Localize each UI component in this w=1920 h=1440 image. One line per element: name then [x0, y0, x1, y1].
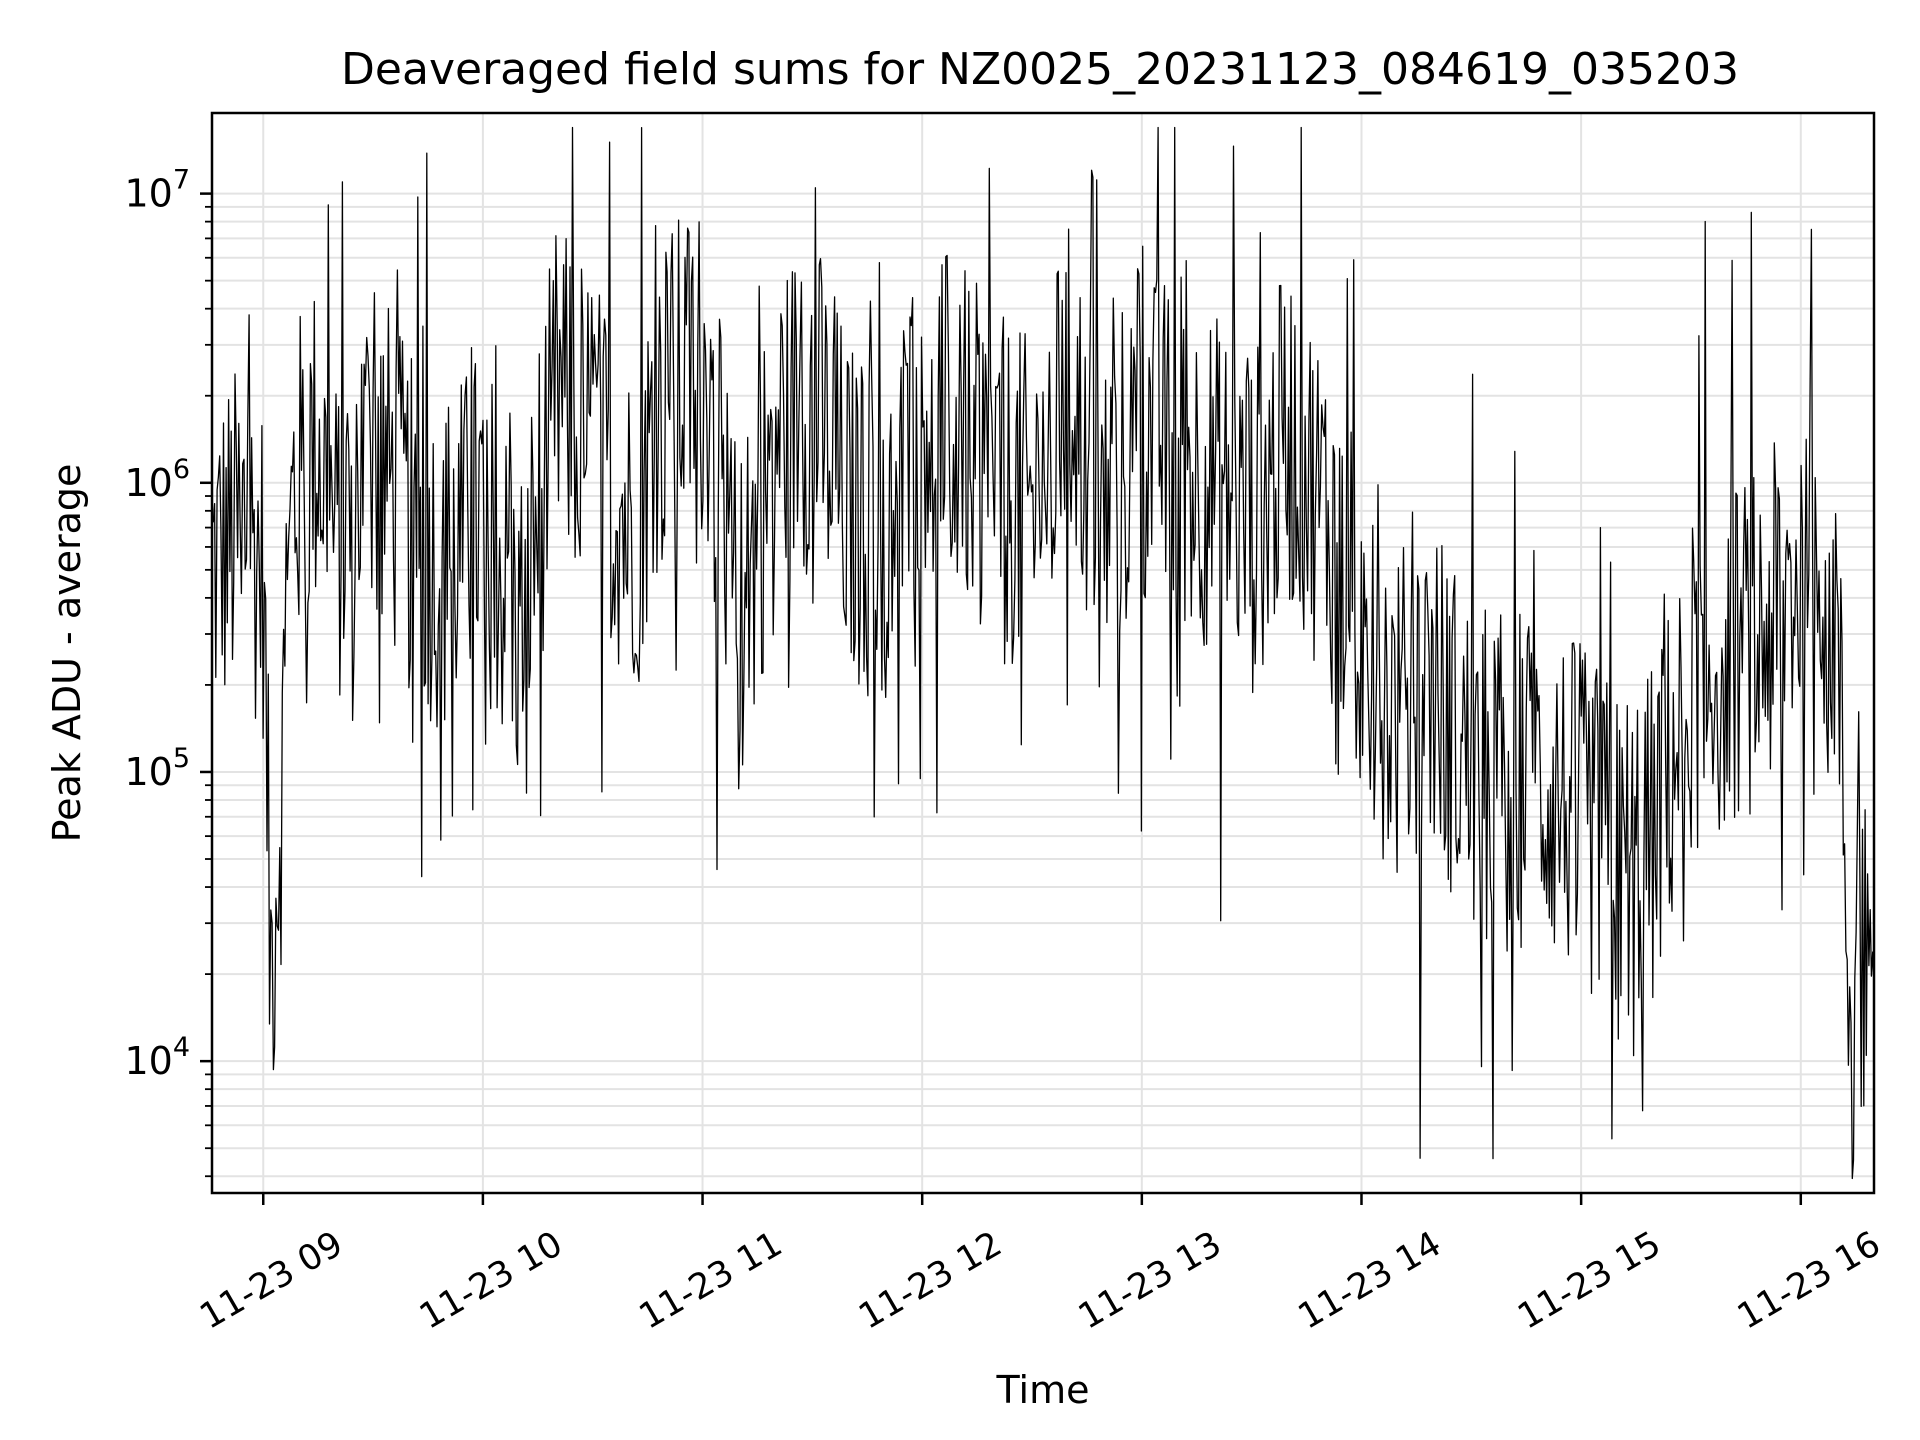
y-tick-base: 10	[124, 1039, 172, 1083]
series-line	[211, 126, 1875, 1180]
y-tick-label: 105	[124, 743, 190, 794]
x-axis-label: Time	[996, 1368, 1090, 1412]
axes-frame	[210, 111, 1876, 1195]
grid	[212, 113, 1874, 1193]
y-axis-label: Peak ADU - average	[45, 464, 89, 843]
y-tick-exponent: 7	[173, 165, 190, 196]
series-layer	[211, 126, 1875, 1180]
y-tick-base: 10	[124, 461, 172, 505]
chart-title: Deaveraged field sums for NZ0025_2023112…	[341, 44, 1739, 95]
y-tick-label: 106	[124, 454, 190, 505]
y-tick-exponent: 4	[173, 1032, 190, 1063]
y-tick-exponent: 6	[173, 454, 190, 485]
y-tick-base: 10	[124, 750, 172, 794]
y-tick-base: 10	[124, 172, 172, 216]
y-tick-label: 107	[124, 165, 190, 216]
y-tick-label: 104	[124, 1032, 190, 1083]
y-tick-exponent: 5	[173, 743, 190, 774]
